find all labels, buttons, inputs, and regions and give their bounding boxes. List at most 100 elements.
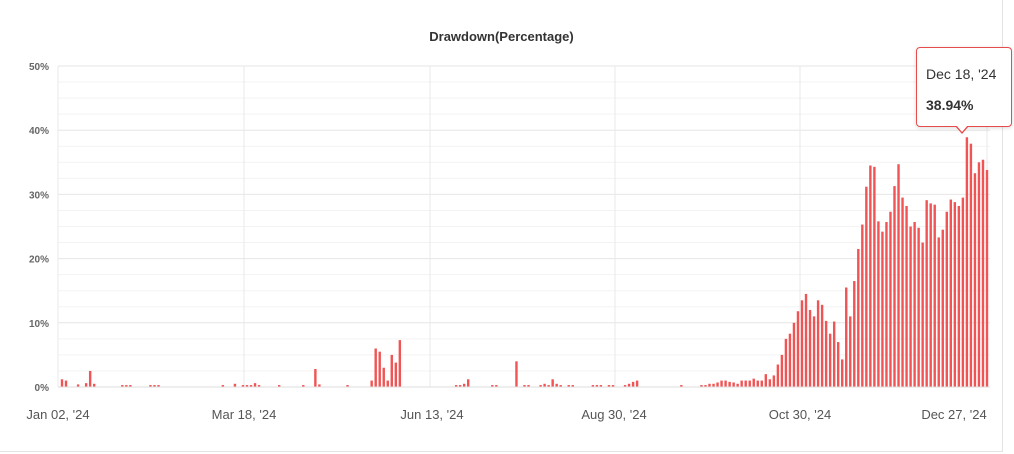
bar — [853, 281, 856, 387]
bar — [249, 385, 253, 387]
bar — [398, 340, 402, 387]
bar — [567, 385, 570, 387]
bar — [977, 162, 981, 387]
bar — [929, 203, 932, 387]
bar — [740, 380, 743, 387]
tooltip-value: 38.94% — [926, 97, 974, 113]
bar — [491, 385, 494, 387]
bar — [901, 197, 904, 387]
bar — [374, 348, 377, 387]
bar — [921, 242, 924, 387]
bar — [836, 342, 840, 387]
bar — [631, 381, 635, 387]
bar — [382, 367, 385, 387]
bar — [820, 304, 824, 387]
bar — [917, 227, 920, 387]
bar — [458, 385, 462, 387]
bar — [841, 359, 844, 387]
bar — [591, 385, 595, 387]
bar — [792, 322, 796, 387]
bar — [957, 205, 961, 387]
x-tick-label: Oct 30, '24 — [769, 407, 831, 422]
bar — [314, 369, 317, 387]
bar — [832, 321, 836, 387]
y-tick-label: 50% — [29, 62, 49, 73]
bar — [611, 385, 615, 387]
bar — [857, 248, 860, 387]
bar — [157, 385, 160, 387]
bar — [772, 375, 776, 387]
bar — [466, 379, 470, 387]
bar — [784, 338, 788, 387]
bar — [712, 383, 715, 387]
bar — [885, 222, 888, 387]
bar — [543, 383, 546, 387]
bar — [495, 385, 498, 387]
bar — [129, 385, 132, 387]
bar — [559, 385, 562, 387]
bar — [346, 385, 349, 387]
bar — [571, 385, 574, 387]
bar — [869, 165, 872, 387]
bar — [595, 385, 599, 387]
bar — [973, 173, 977, 387]
bar — [889, 211, 892, 387]
bar — [88, 370, 92, 387]
bar — [221, 385, 225, 387]
y-tick-label: 30% — [29, 190, 49, 201]
bar — [897, 164, 900, 387]
bar — [720, 380, 723, 387]
bar — [378, 351, 381, 387]
bar — [925, 200, 928, 387]
bar — [937, 237, 940, 387]
y-tick-label: 20% — [29, 255, 49, 266]
bar — [454, 385, 458, 387]
bar — [865, 186, 868, 387]
x-tick-label: Jun 13, '24 — [400, 407, 463, 422]
bar — [861, 224, 864, 387]
bar — [748, 380, 751, 387]
chart-title: Drawdown(Percentage) — [429, 29, 574, 44]
bar — [704, 385, 707, 387]
bar — [873, 166, 876, 387]
bar — [555, 383, 558, 387]
bar — [708, 383, 711, 387]
bar — [92, 383, 96, 387]
bar — [627, 383, 631, 387]
bar — [257, 385, 261, 387]
bar — [756, 380, 759, 387]
bar — [716, 382, 719, 387]
bar — [680, 385, 683, 387]
bar — [76, 384, 80, 387]
bar — [953, 202, 957, 387]
bar — [121, 385, 124, 387]
bar — [961, 197, 965, 387]
bar — [905, 205, 908, 387]
x-tick-label: Jan 02, '24 — [26, 407, 89, 422]
bar — [913, 222, 916, 387]
bar — [125, 385, 128, 387]
bar — [539, 385, 542, 387]
y-tick-label: 0% — [35, 383, 50, 394]
bar — [523, 385, 526, 387]
bar — [788, 333, 792, 387]
bar — [64, 380, 68, 387]
bar — [945, 211, 948, 387]
bar — [515, 361, 518, 387]
bar — [724, 380, 727, 387]
bar — [949, 199, 953, 387]
bar — [60, 379, 64, 387]
bar — [394, 362, 398, 387]
bar — [635, 380, 639, 387]
bar — [700, 385, 703, 387]
bar — [941, 229, 944, 387]
bar — [153, 385, 156, 387]
bar — [599, 385, 603, 387]
bar — [760, 380, 763, 387]
bar — [386, 380, 389, 387]
bar — [816, 300, 820, 387]
bar — [728, 381, 731, 387]
bar — [233, 383, 237, 387]
bar — [812, 316, 816, 387]
